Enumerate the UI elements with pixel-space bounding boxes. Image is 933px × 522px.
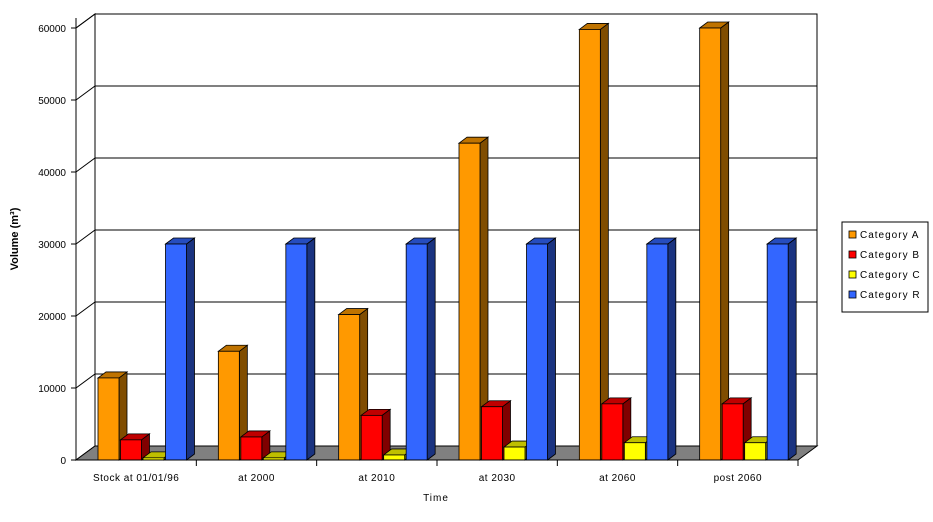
gridline: [75, 301, 817, 317]
legend-label: Category B: [860, 250, 920, 261]
y-tick-label: 0: [60, 456, 66, 467]
bar: [578, 29, 601, 461]
bar: [383, 454, 406, 461]
x-tick-label: Stock at 01/01/96: [93, 473, 179, 484]
legend-swatch: [848, 250, 857, 259]
bar: [623, 442, 646, 461]
bar-side: [599, 22, 609, 461]
bar-side: [787, 237, 797, 461]
y-tick-label: 30000: [38, 240, 66, 251]
bar-side: [547, 237, 556, 461]
legend-label: Category A: [860, 230, 919, 241]
bar: [503, 446, 526, 461]
bar: [360, 414, 383, 461]
legend-label: Category C: [860, 270, 921, 281]
legend-swatch: [848, 230, 857, 239]
bar: [646, 243, 669, 461]
y-tick-label: 50000: [38, 96, 66, 107]
y-tick-label: 10000: [38, 384, 66, 395]
gridlines: [75, 13, 817, 389]
bar-side: [186, 237, 195, 461]
bar: [766, 243, 789, 461]
x-tick-label: at 2030: [479, 473, 516, 484]
gridline: [75, 13, 817, 29]
bars: [96, 21, 798, 461]
bar: [165, 243, 187, 461]
bar-side: [667, 237, 677, 461]
bar: [97, 377, 120, 461]
legend: Category A Category B Category C Category R: [841, 221, 929, 313]
y-tick-labels: 0 10000 20000 30000 40000 50000 60000: [38, 24, 76, 467]
bar: [721, 403, 744, 461]
bar-side: [426, 237, 436, 461]
y-tick-label: 20000: [38, 312, 66, 323]
x-axis-title: Time: [423, 493, 449, 504]
x-tick-labels: Stock at 01/01/96 at 2000 at 2010 at 2030 at…: [93, 460, 799, 484]
x-tick-label: at 2000: [238, 473, 275, 484]
legend-label: Category R: [860, 290, 921, 301]
x-tick-label: post 2060: [714, 473, 762, 484]
bar: [285, 243, 308, 461]
y-axis-title: Volume (m³): [9, 207, 21, 270]
gridline: [75, 229, 817, 245]
bar: [338, 314, 361, 461]
bar: [240, 436, 263, 461]
gridline: [75, 157, 817, 173]
x-tick-label: at 2010: [358, 473, 395, 484]
bar-side: [306, 237, 316, 461]
gridline: [75, 373, 817, 389]
bar: [120, 439, 142, 461]
x-tick-label: at 2060: [599, 473, 636, 484]
bar: [526, 243, 548, 461]
legend-swatch: [848, 290, 857, 299]
bar: [744, 442, 767, 461]
y-tick-label: 60000: [38, 24, 66, 35]
gridline: [75, 85, 817, 101]
bar: [699, 27, 722, 461]
bar: [405, 243, 428, 461]
legend-swatch: [848, 270, 857, 279]
bar: [217, 350, 240, 461]
bar-side: [720, 21, 730, 461]
bar: [481, 406, 503, 461]
y-tick-label: 40000: [38, 168, 66, 179]
bar: [601, 403, 624, 461]
bar: [458, 142, 481, 461]
